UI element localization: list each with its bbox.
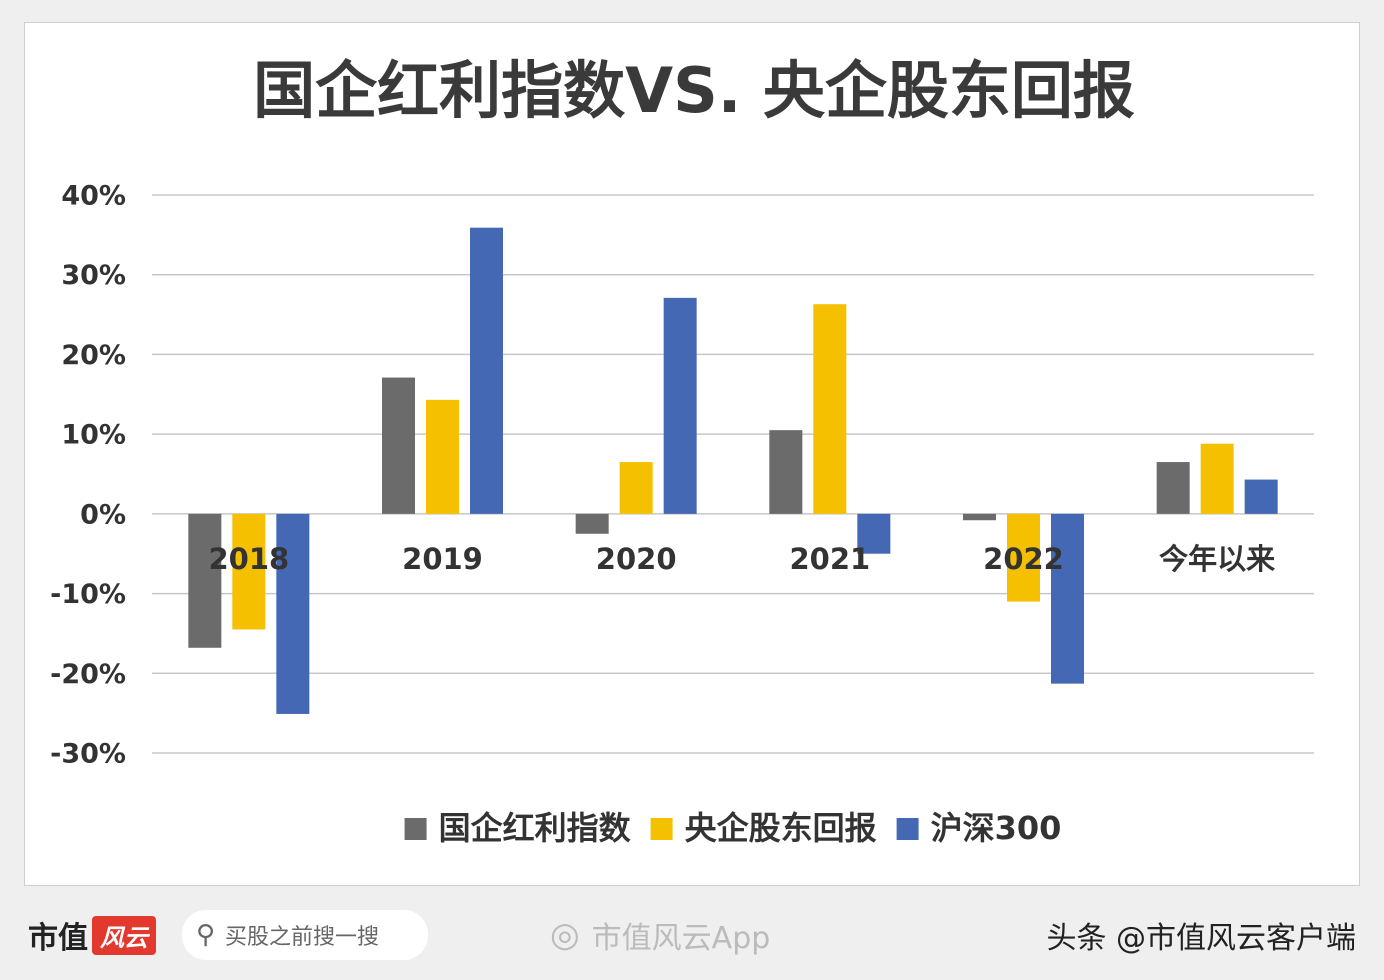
bar	[382, 377, 415, 514]
bar	[188, 513, 222, 648]
legend-swatch	[896, 818, 919, 840]
brand: 市值 风云	[28, 910, 156, 960]
bar	[663, 297, 697, 514]
brand-text: 市值	[28, 921, 88, 956]
legend-label: 国企红利指数	[439, 809, 632, 847]
bar	[276, 513, 310, 714]
bar	[575, 513, 609, 534]
legend-swatch	[650, 818, 673, 840]
search-box[interactable]: ⚲ 买股之前搜一搜	[182, 910, 428, 960]
y-tick-label: -10%	[50, 579, 126, 610]
search-text: 买股之前搜一搜	[225, 925, 380, 950]
app-text: 市值风云App	[591, 921, 771, 956]
bar	[426, 399, 459, 514]
bar	[857, 513, 891, 554]
y-tick-label: -30%	[50, 739, 126, 770]
y-tick-label: 30%	[61, 260, 126, 291]
app-icon: ◎	[550, 915, 580, 955]
bar	[619, 462, 653, 514]
app-watermark: ◎ 市值风云App	[550, 910, 770, 960]
chart: 国企红利指数VS. 央企股东回报 -30% -20% -10% 0% 10% 20% 30%…	[50, 54, 1314, 847]
y-tick-label: -20%	[50, 659, 126, 690]
source: 头条 @市值风云客户端	[1046, 910, 1356, 960]
bar	[813, 304, 847, 514]
bar	[1200, 443, 1234, 514]
x-tick-label: 2021	[789, 542, 870, 576]
y-tick-label: 40%	[61, 181, 126, 212]
bar	[769, 430, 803, 514]
bar	[1007, 513, 1040, 602]
legend-swatch	[404, 818, 427, 840]
bar	[232, 513, 266, 630]
x-tick-label: 2020	[596, 542, 677, 576]
chart-title: 国企红利指数VS. 央企股东回报	[253, 54, 1135, 127]
source-text: 头条 @市值风云客户端	[1046, 921, 1356, 956]
legend-label: 央企股东回报	[685, 809, 877, 847]
y-tick-label: 0%	[80, 499, 126, 530]
y-tick-label: 20%	[61, 340, 126, 371]
x-tick-label: 2018	[208, 542, 289, 576]
legend-label: 沪深300	[931, 809, 1062, 847]
bar	[1244, 479, 1278, 514]
bar	[1156, 462, 1190, 514]
x-tick-label: 今年以来	[1159, 542, 1275, 576]
bar	[963, 513, 996, 521]
search-icon: ⚲	[196, 920, 216, 950]
y-tick-label: 10%	[61, 420, 126, 451]
x-tick-label: 2019	[402, 542, 483, 576]
bar	[470, 227, 503, 514]
brand-mark: 风云	[92, 915, 156, 955]
x-tick-label: 2022	[983, 542, 1064, 576]
bar	[1051, 513, 1084, 684]
